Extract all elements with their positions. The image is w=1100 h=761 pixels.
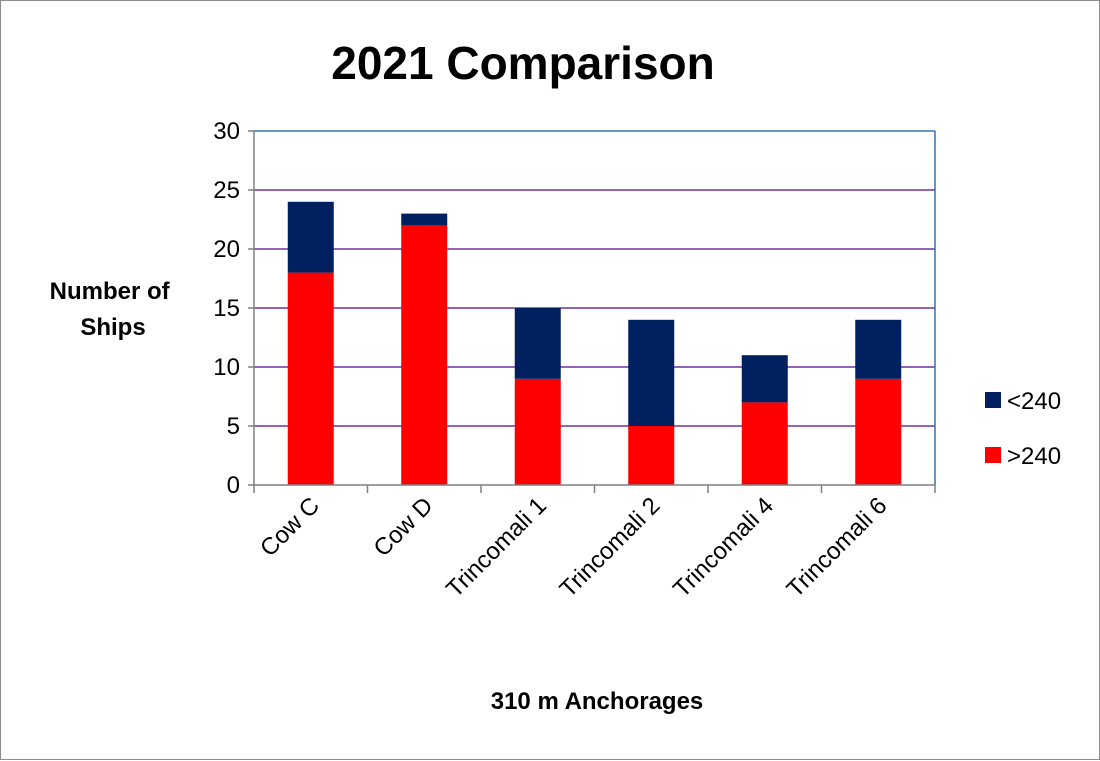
- legend-label: >240: [1007, 443, 1061, 470]
- x-tick-label: Cow D: [368, 492, 438, 562]
- bar-segment: [401, 225, 448, 485]
- legend-swatch: [985, 392, 1001, 408]
- y-axis-ticks: 0 5 10 15 20 25 30: [213, 118, 254, 499]
- y-tick-label: 20: [213, 236, 240, 263]
- x-tick-label: Cow C: [255, 492, 325, 562]
- bar-segment: [741, 355, 788, 403]
- y-tick-label: 30: [213, 118, 240, 145]
- bar-segment: [514, 378, 561, 485]
- y-axis-title: Number of Ships: [50, 278, 177, 341]
- bar-segment: [287, 201, 334, 273]
- bars: [287, 201, 902, 485]
- y-tick-label: 5: [227, 413, 240, 440]
- x-tick-label: Trincomali 2: [555, 492, 666, 603]
- legend-swatch: [985, 447, 1001, 463]
- y-tick-label: 25: [213, 177, 240, 204]
- bar-segment: [855, 378, 902, 485]
- bar-segment: [628, 319, 675, 426]
- x-tick-label: Trincomali 1: [441, 492, 552, 603]
- bar-segment: [401, 213, 448, 226]
- x-tick-label: Trincomali 4: [668, 492, 779, 603]
- bar-segment: [855, 319, 902, 379]
- y-tick-label: 15: [213, 295, 240, 322]
- legend-label: <240: [1007, 388, 1061, 415]
- y-axis-title-line-2: Ships: [80, 314, 145, 341]
- legend: <240 >240: [985, 388, 1061, 470]
- bar-segment: [628, 426, 675, 485]
- x-axis-ticks: Cow C Cow D Trincomali 1 Trincomali 2 Trinco…: [253, 485, 936, 603]
- y-tick-label: 10: [213, 354, 240, 381]
- y-axis-title-line-1: Number of: [50, 278, 171, 305]
- bar-segment: [514, 308, 561, 379]
- bar-segment: [741, 402, 788, 485]
- gridlines: [254, 189, 935, 427]
- x-tick-label: Trincomali 6: [782, 492, 893, 603]
- bar-segment: [287, 272, 334, 485]
- y-tick-label: 0: [227, 472, 240, 499]
- x-axis-title: 310 m Anchorages: [491, 688, 704, 715]
- chart-title: 2021 Comparison: [331, 37, 714, 89]
